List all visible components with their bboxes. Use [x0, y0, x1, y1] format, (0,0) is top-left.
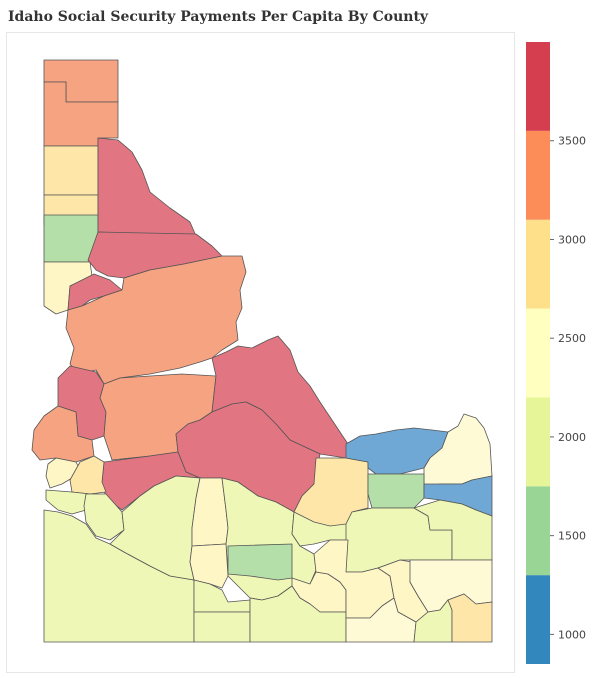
legend-bin-2: [526, 397, 550, 487]
county-cassia[interactable]: [249, 585, 347, 643]
legend-tick-label: 3000: [558, 233, 586, 246]
color-legend: 1000 1500 2000 2500 3000 3500: [526, 42, 586, 664]
legend-bin-4: [526, 219, 550, 309]
legend-tick-label: 2500: [558, 332, 586, 345]
county-gooding[interactable]: [189, 543, 229, 589]
legend-bin-1: [526, 486, 550, 576]
county-ada[interactable]: [83, 493, 125, 541]
legend-bin-0: [526, 575, 550, 664]
legend-bin-3: [526, 308, 550, 398]
map-frame: [6, 32, 515, 673]
county-twin-falls[interactable]: [193, 611, 251, 643]
county-oneida[interactable]: [345, 597, 417, 643]
legend-tick-label: 1000: [558, 628, 586, 641]
legend-bin-5: [526, 130, 550, 220]
county-shoshone[interactable]: [97, 137, 197, 237]
county-kootenai[interactable]: [43, 145, 99, 196]
legend-tick-label: 1500: [558, 530, 586, 543]
county-madison[interactable]: [367, 473, 425, 509]
county-lincoln[interactable]: [227, 543, 293, 581]
legend-bin-6: [526, 42, 550, 131]
county-gem[interactable]: [69, 455, 107, 495]
county-canyon[interactable]: [45, 489, 91, 515]
county-bear-lake[interactable]: [447, 593, 493, 643]
legend-tick-label: 3500: [558, 135, 586, 148]
legend-tick-label: 2000: [558, 431, 586, 444]
map-title: Idaho Social Security Payments Per Capit…: [8, 9, 429, 25]
